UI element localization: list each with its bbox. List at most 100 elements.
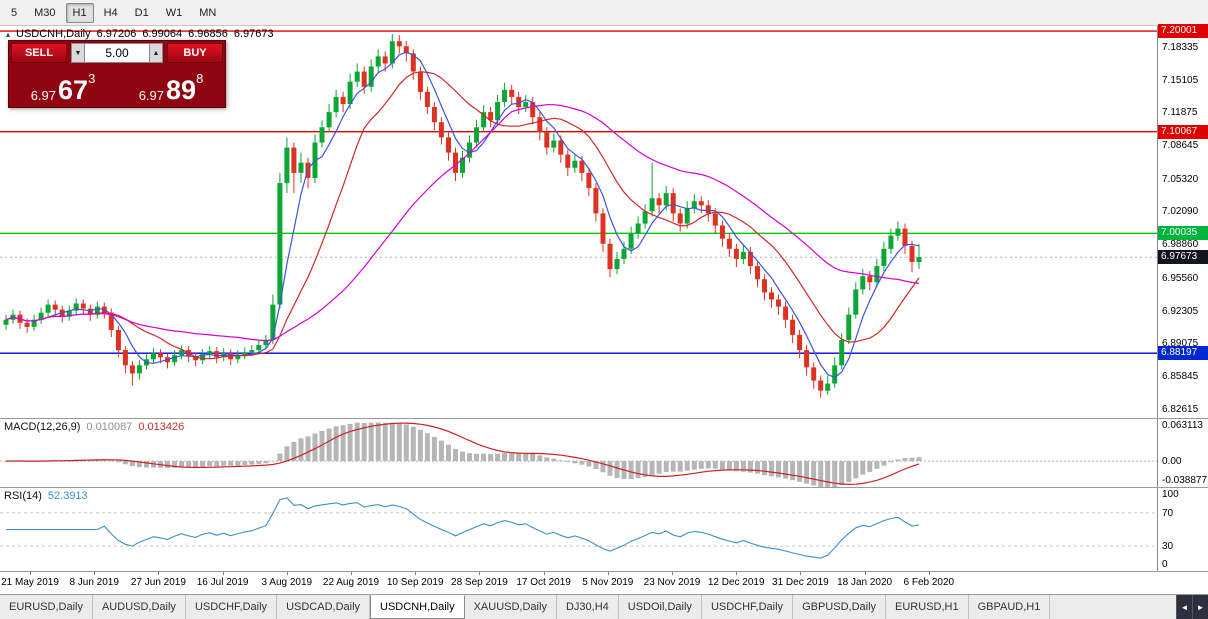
- price-level-badge: 7.20001: [1158, 24, 1208, 39]
- date-tick: [607, 572, 609, 575]
- buy-price-sup: 8: [196, 71, 204, 86]
- time-axis[interactable]: 21 May 2019 8 Jun 2019 27 Jun 2019 16 Jul 2…: [0, 572, 1208, 594]
- price-axis-label: 6.82615: [1162, 403, 1199, 415]
- timeframe-button-h4[interactable]: H4: [103, 6, 118, 19]
- date-label: 16 Jul 2019: [196, 577, 249, 588]
- macd-axis-label: 0.063113: [1162, 420, 1203, 431]
- chart-tab-eurusd-h1[interactable]: EURUSD,H1: [886, 595, 969, 619]
- date-tick: [94, 572, 96, 575]
- date-label: 31 Dec 2019: [772, 577, 829, 588]
- price-axis-label: 7.05320: [1162, 173, 1199, 185]
- date-label: 6 Feb 2020: [903, 577, 955, 588]
- date-label: 10 Sep 2019: [386, 577, 444, 588]
- tab-scroll-left-button[interactable]: ◄: [1176, 595, 1192, 619]
- candlestick-plot[interactable]: [0, 26, 1157, 418]
- rsi-axis-label: 0: [1162, 559, 1168, 570]
- collapse-panel-icon[interactable]: ▴: [6, 29, 11, 39]
- buy-button[interactable]: BUY: [167, 43, 223, 63]
- date-label: 27 Jun 2019: [130, 577, 186, 588]
- chart-tab-xauusd-daily[interactable]: XAUUSD,Daily: [465, 595, 557, 619]
- chart-tab-eurusd-daily[interactable]: EURUSD,Daily: [0, 595, 93, 619]
- date-label: 18 Jan 2020: [837, 577, 893, 588]
- price-level-badge: 7.10067: [1158, 124, 1208, 139]
- date-tick: [864, 572, 866, 575]
- date-tick: [222, 572, 224, 575]
- date-label: 22 Aug 2019: [322, 577, 380, 588]
- chart-ohlc-header: ▴ USDCNH,Daily 6.97206 6.99064 6.96856 6…: [6, 28, 274, 40]
- ma-line-13: [5, 71, 920, 360]
- price-axis-label: 6.89075: [1162, 338, 1199, 350]
- chart-symbol-period: USDCNH,Daily: [16, 28, 91, 40]
- macd-plot[interactable]: [0, 419, 1157, 487]
- volume-input[interactable]: 5.00: [85, 43, 149, 63]
- chart-tab-usdcnh-daily[interactable]: USDCNH,Daily: [370, 595, 465, 619]
- price-level-badge: 7.00035: [1158, 226, 1208, 241]
- volume-decrease-button[interactable]: ▼: [71, 43, 85, 63]
- rsi-line: [6, 497, 920, 559]
- timeframe-button-w1[interactable]: W1: [165, 6, 183, 19]
- ohlc-close: 6.97673: [233, 28, 274, 40]
- buy-price-big: 89: [166, 75, 197, 106]
- price-axis-label: 7.08645: [1162, 140, 1199, 152]
- chart-tab-usdchf-daily[interactable]: USDCHF,Daily: [702, 595, 794, 619]
- date-tick: [30, 572, 31, 575]
- timeframe-button-mn[interactable]: MN: [199, 6, 217, 19]
- macd-histogram: [3, 422, 922, 487]
- date-label: 3 Aug 2019: [261, 577, 313, 588]
- date-label: 8 Jun 2019: [69, 577, 119, 588]
- rsi-plot[interactable]: [0, 488, 1157, 571]
- rsi-value: 52.3913: [47, 490, 88, 502]
- one-click-trade-panel: SELL ▼ 5.00 ▲ BUY 6.97 67 3 6.97 89 8: [8, 40, 226, 108]
- date-tick: [928, 572, 930, 575]
- buy-price-small: 6.97: [138, 88, 165, 103]
- price-axis-label: 6.85845: [1162, 371, 1199, 383]
- timeframe-button-m30[interactable]: M30: [34, 6, 56, 19]
- chart-tab-gbpaud-h1[interactable]: GBPAUD,H1: [969, 595, 1051, 619]
- ohlc-open: 6.97206: [96, 28, 137, 40]
- chart-tab-audusd-daily[interactable]: AUDUSD,Daily: [93, 595, 186, 619]
- timeframe-button-d1[interactable]: D1: [134, 6, 149, 19]
- panel-separator: [0, 571, 1208, 572]
- current-price-badge: 6.97673: [1158, 250, 1208, 265]
- macd-title: MACD(12,26,9): [4, 421, 81, 433]
- price-axis-label: 6.92305: [1162, 305, 1199, 317]
- buy-price[interactable]: 6.97 89 8: [117, 65, 225, 107]
- timeframe-button-5[interactable]: 5: [11, 6, 18, 19]
- chart-tab-usdoil-daily[interactable]: USDOil,Daily: [619, 595, 702, 619]
- date-label: 12 Dec 2019: [707, 577, 765, 588]
- macd-panel[interactable]: MACD(12,26,9) 0.010087 0.013426: [0, 419, 1157, 487]
- price-axis-label: 7.11875: [1162, 107, 1198, 119]
- panel-separator[interactable]: [0, 487, 1208, 488]
- chart-tab-dj30-h4[interactable]: DJ30,H4: [557, 595, 619, 619]
- price-axis-label: 6.95560: [1162, 272, 1199, 284]
- timeframe-button-h1[interactable]: H1: [65, 2, 94, 23]
- ohlc-low: 6.96856: [188, 28, 228, 40]
- chart-tab-gbpusd-daily[interactable]: GBPUSD,Daily: [793, 595, 887, 619]
- sell-button[interactable]: SELL: [11, 43, 67, 63]
- date-tick: [672, 572, 673, 575]
- rsi-panel[interactable]: RSI(14) 52.3913: [0, 488, 1157, 571]
- macd-axis-label: 0.00: [1162, 456, 1182, 468]
- date-label: 17 Oct 2019: [516, 577, 571, 588]
- date-tick: [415, 572, 417, 575]
- sell-price[interactable]: 6.97 67 3: [9, 65, 117, 107]
- volume-control: ▼ 5.00 ▲: [71, 43, 163, 63]
- ma-line-34: [5, 104, 920, 342]
- chart-tab-usdchf-daily[interactable]: USDCHF,Daily: [186, 595, 278, 619]
- panel-separator[interactable]: [0, 418, 1208, 419]
- chart-tab-bar: EURUSD,Daily AUDUSD,Daily USDCHF,Daily USDC…: [0, 594, 1208, 619]
- date-label: 28 Sep 2019: [451, 577, 508, 588]
- timeframe-toolbar: 5 M30 H1 H4 D1 W1 MN: [0, 0, 1208, 26]
- macd-axis-label: -0.038877: [1162, 475, 1208, 486]
- macd-header: MACD(12,26,9) 0.010087 0.013426: [4, 421, 184, 433]
- main-chart-panel[interactable]: ▴ USDCNH,Daily 6.97206 6.99064 6.96856 6…: [0, 26, 1157, 418]
- rsi-title: RSI(14): [4, 490, 42, 502]
- volume-increase-button[interactable]: ▲: [149, 43, 163, 63]
- tab-scroll-right-button[interactable]: ►: [1192, 595, 1208, 619]
- price-axis[interactable]: 7.18335 7.15105 7.11875 7.08645 7.05320 7.020…: [1157, 24, 1208, 418]
- chart-tab-usdcad-daily[interactable]: USDCAD,Daily: [277, 595, 371, 619]
- price-level-badge: 6.88197: [1158, 346, 1208, 361]
- date-label: 23 Nov 2019: [643, 577, 701, 588]
- date-tick: [286, 572, 288, 575]
